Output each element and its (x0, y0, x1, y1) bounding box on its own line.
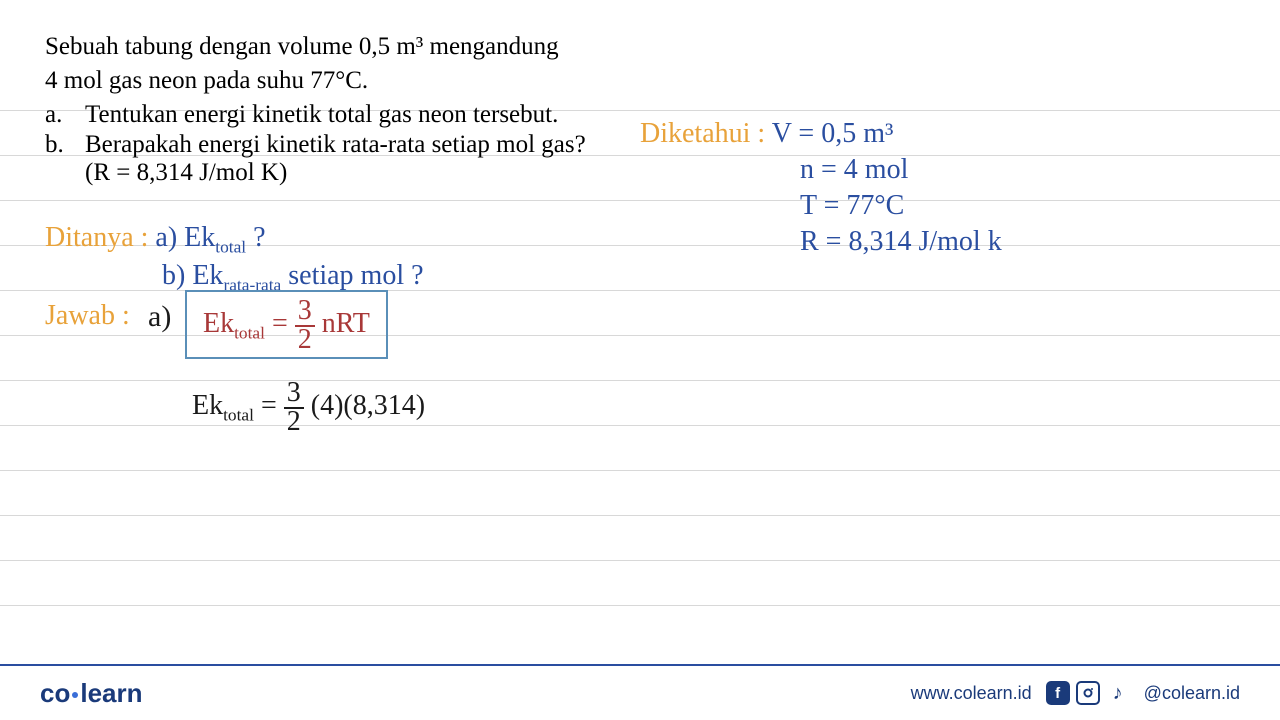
jawab-a-marker: a) (148, 300, 171, 334)
diketahui-label: Diketahui : (640, 118, 765, 149)
formula-num: 3 (295, 298, 315, 327)
formula-lhs-sub: total (234, 324, 265, 343)
formula-lhs: Ek (203, 308, 234, 339)
ditanya-b-end: setiap mol ? (281, 260, 423, 291)
jawab-calc-line: Ektotal = 32 (4)(8,314) (192, 380, 425, 435)
line2-lhs: Ek (192, 390, 223, 421)
ditanya-label: Ditanya : (45, 222, 148, 253)
question-a-marker: a. (45, 101, 85, 129)
diketahui-n: n = 4 mol (800, 154, 1002, 186)
line2-lhs-sub: total (223, 406, 254, 425)
formula-box: Ektotal = 32 nRT (185, 290, 388, 359)
footer: colearn www.colearn.id f ♪ @colearn.id (0, 664, 1280, 720)
facebook-icon[interactable]: f (1046, 681, 1070, 705)
line2-den: 2 (284, 409, 304, 436)
ditanya-block: Ditanya : a) Ektotal ? (45, 222, 266, 258)
diketahui-t: T = 77°C (800, 190, 1002, 222)
diketahui-r: R = 8,314 J/mol k (800, 226, 1002, 258)
question-line-1: Sebuah tabung dengan volume 0,5 m³ menga… (45, 30, 605, 64)
jawab-label: Jawab : (45, 300, 130, 332)
instagram-icon[interactable] (1076, 681, 1100, 705)
logo: colearn (40, 678, 143, 709)
line2-eq: = (254, 390, 284, 421)
diketahui-v: V = 0,5 m³ (772, 118, 894, 149)
line2-rhs: (4)(8,314) (304, 390, 425, 421)
formula-den: 2 (295, 327, 315, 354)
footer-right: www.colearn.id f ♪ @colearn.id (911, 681, 1240, 705)
logo-dot-icon (72, 692, 78, 698)
tiktok-icon[interactable]: ♪ (1106, 681, 1130, 705)
line2-num: 3 (284, 380, 304, 409)
ditanya-a-end: ? (246, 222, 265, 253)
ditanya-a: a) Ek (155, 222, 215, 253)
ditanya-a-sub: total (215, 238, 246, 257)
logo-learn: learn (80, 678, 142, 708)
ditanya-b: b) Ek (162, 260, 223, 291)
website-link[interactable]: www.colearn.id (911, 683, 1032, 704)
formula-eq: = (265, 308, 295, 339)
social-handle[interactable]: @colearn.id (1144, 683, 1240, 704)
question-line-2: 4 mol gas neon pada suhu 77°C. (45, 64, 605, 98)
formula-rhs: nRT (315, 308, 370, 339)
diketahui-block: Diketahui : V = 0,5 m³ n = 4 mol T = 77°… (640, 118, 1002, 262)
social-icons: f ♪ (1046, 681, 1130, 705)
question-b-marker: b. (45, 131, 85, 159)
logo-co: co (40, 678, 70, 708)
